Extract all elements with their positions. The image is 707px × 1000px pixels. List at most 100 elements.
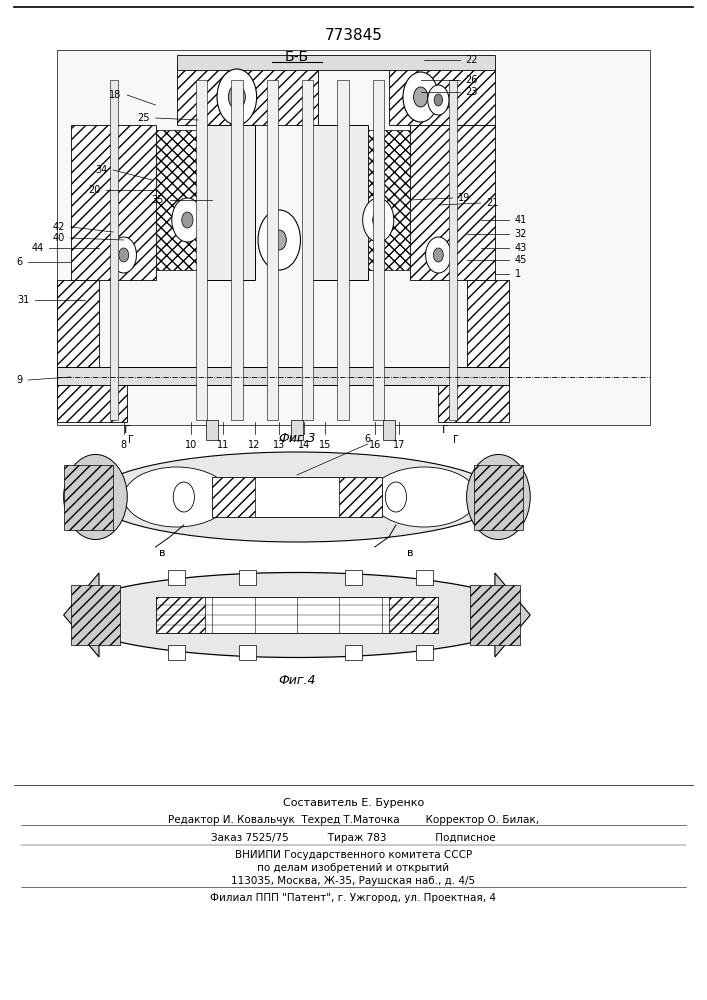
Circle shape — [414, 87, 428, 107]
Text: Филиал ППП "Патент", г. Ужгород, ул. Проектная, 4: Филиал ППП "Патент", г. Ужгород, ул. Про… — [211, 893, 496, 903]
Bar — [291, 420, 303, 440]
Text: 31: 31 — [18, 295, 30, 305]
Bar — [239, 645, 256, 660]
Text: 43: 43 — [515, 243, 527, 253]
Text: 13: 13 — [273, 440, 286, 450]
Bar — [168, 570, 185, 585]
Text: 10: 10 — [185, 440, 197, 450]
Bar — [212, 477, 382, 517]
Bar — [177, 55, 495, 70]
Bar — [206, 420, 218, 440]
Bar — [368, 130, 410, 270]
Ellipse shape — [92, 452, 502, 542]
Circle shape — [434, 94, 443, 106]
Bar — [389, 65, 495, 125]
Text: 6: 6 — [16, 257, 23, 267]
Text: Г: Г — [128, 435, 134, 445]
Polygon shape — [64, 573, 99, 657]
Bar — [231, 80, 243, 420]
Bar — [196, 80, 207, 420]
Text: 19: 19 — [458, 193, 470, 203]
Text: 20: 20 — [88, 185, 100, 195]
Bar — [389, 597, 438, 633]
Text: 41: 41 — [515, 215, 527, 225]
Bar — [57, 280, 99, 370]
Text: 17: 17 — [393, 440, 406, 450]
Bar — [345, 645, 362, 660]
Bar — [474, 465, 523, 530]
Text: 23: 23 — [465, 87, 478, 97]
Text: Фиг.3: Фиг.3 — [278, 432, 316, 444]
Text: Фиг.4: Фиг.4 — [278, 674, 316, 686]
Circle shape — [173, 482, 194, 512]
Bar — [383, 420, 395, 440]
Circle shape — [228, 85, 245, 109]
Bar — [337, 80, 349, 420]
Circle shape — [428, 85, 449, 115]
Text: по делам изобретений и открытий: по делам изобретений и открытий — [257, 863, 450, 873]
Text: 12: 12 — [248, 440, 261, 450]
Text: 8: 8 — [121, 440, 127, 450]
Bar — [156, 130, 198, 270]
Ellipse shape — [371, 467, 477, 527]
Bar — [416, 570, 433, 585]
Ellipse shape — [124, 467, 230, 527]
Text: Составитель Е. Буренко: Составитель Е. Буренко — [283, 798, 424, 808]
Text: в: в — [159, 548, 166, 558]
Text: Г: Г — [453, 435, 459, 445]
Text: 9: 9 — [16, 375, 23, 385]
Circle shape — [217, 69, 257, 125]
Text: 11: 11 — [216, 440, 229, 450]
Polygon shape — [495, 573, 530, 657]
Bar — [71, 585, 120, 645]
Bar — [57, 50, 650, 425]
Bar — [198, 125, 255, 280]
Bar — [302, 80, 313, 420]
Circle shape — [182, 212, 193, 228]
Text: Редактор И. Ковальчук  Техред Т.Маточка        Корректор О. Билак,: Редактор И. Ковальчук Техред Т.Маточка К… — [168, 815, 539, 825]
Bar — [373, 80, 384, 420]
Bar — [239, 570, 256, 585]
Text: Г: Г — [442, 425, 449, 435]
Bar — [438, 385, 509, 422]
Text: 18: 18 — [110, 90, 122, 100]
Bar — [177, 65, 318, 125]
Circle shape — [119, 248, 129, 262]
Circle shape — [373, 212, 384, 228]
Text: 35: 35 — [151, 195, 164, 205]
Text: 45: 45 — [515, 255, 527, 265]
Ellipse shape — [67, 572, 527, 658]
Bar — [467, 280, 509, 370]
Bar — [168, 645, 185, 660]
Circle shape — [385, 482, 407, 512]
Text: 34: 34 — [95, 165, 107, 175]
Text: 26: 26 — [465, 75, 478, 85]
Text: в: в — [407, 548, 414, 558]
Text: Б-Б: Б-Б — [285, 50, 309, 64]
Circle shape — [426, 237, 451, 273]
Bar — [110, 80, 118, 420]
Bar — [64, 465, 113, 530]
Text: 1: 1 — [515, 269, 521, 279]
Text: 773845: 773845 — [325, 27, 382, 42]
Text: 42: 42 — [52, 222, 65, 232]
Bar — [71, 125, 156, 280]
Bar — [57, 367, 509, 385]
Text: 25: 25 — [137, 113, 150, 123]
Text: ВНИИПИ Государственного комитета СССР: ВНИИПИ Государственного комитета СССР — [235, 850, 472, 860]
Circle shape — [272, 230, 286, 250]
Text: 16: 16 — [368, 440, 381, 450]
Bar — [410, 125, 495, 280]
Bar — [470, 585, 520, 645]
Text: Г: Г — [124, 425, 131, 435]
Circle shape — [258, 210, 300, 270]
Bar — [267, 80, 278, 420]
Text: 22: 22 — [465, 55, 478, 65]
Circle shape — [403, 72, 438, 122]
Bar — [311, 125, 368, 280]
Text: 21: 21 — [486, 198, 499, 208]
Circle shape — [111, 237, 136, 273]
Bar — [339, 477, 382, 517]
Text: 6: 6 — [365, 434, 370, 444]
Bar — [345, 570, 362, 585]
